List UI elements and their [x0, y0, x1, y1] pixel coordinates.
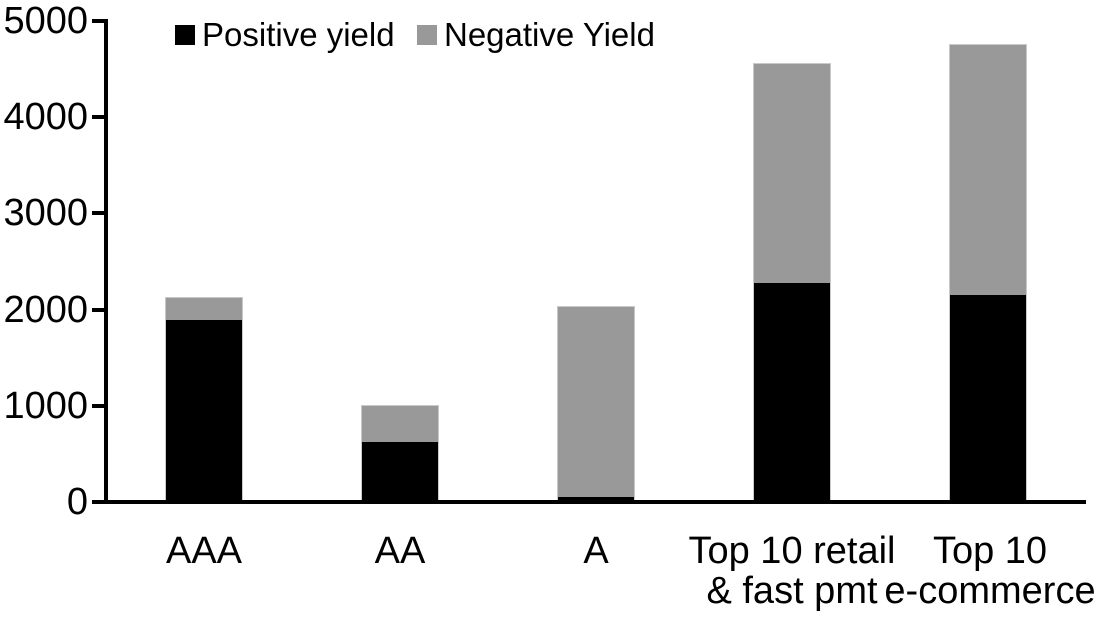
y-axis-tick	[92, 115, 104, 120]
bar-top-10-retail-fast-pmt	[753, 63, 831, 502]
x-axis-label-top-10-retail-fast-pmt: Top 10 retail & fast pmt	[688, 530, 896, 612]
legend-swatch-negative-yield	[417, 25, 437, 45]
x-axis-label-aaa: AAA	[165, 530, 243, 572]
y-axis-tick-label: 3000	[3, 192, 88, 235]
bar-segment-positive-yield	[362, 441, 438, 502]
y-axis-tick	[92, 211, 104, 216]
bar-segment-negative-yield	[558, 306, 634, 498]
legend-label-negative-yield: Negative Yield	[444, 16, 655, 53]
x-axis-label-top-10-e-commerce: Top 10 e-commerce	[884, 530, 1096, 612]
y-axis-tick-label: 4000	[3, 96, 88, 139]
bar-top-10-e-commerce	[949, 44, 1027, 502]
y-axis-line	[104, 19, 108, 504]
bar-segment-negative-yield	[166, 298, 242, 321]
bar-segment-negative-yield	[754, 64, 830, 283]
legend-swatch-positive-yield	[175, 25, 195, 45]
bar-segment-positive-yield	[950, 295, 1026, 502]
bar-a	[557, 305, 635, 502]
bar-segment-negative-yield	[362, 405, 438, 442]
y-axis-tick	[92, 19, 104, 23]
bar-segment-negative-yield	[950, 45, 1026, 296]
bar-aaa	[165, 297, 243, 502]
bar-segment-positive-yield	[754, 282, 830, 502]
y-axis-tick-label: 0	[66, 481, 88, 523]
y-axis-tick-label: 2000	[3, 288, 88, 331]
y-axis-tick-label: 5000	[3, 0, 88, 42]
bar-segment-positive-yield	[166, 320, 242, 502]
legend-label-positive-yield: Positive yield	[202, 16, 395, 53]
y-axis-tick-label: 1000	[3, 384, 88, 427]
y-axis-tick	[92, 307, 104, 312]
y-axis-tick	[92, 403, 104, 408]
bar-aa	[361, 404, 439, 502]
x-axis-line	[92, 500, 1086, 504]
bar-segment-positive-yield	[558, 497, 634, 502]
x-axis-label-aa: AA	[374, 530, 426, 572]
x-axis-label-a: A	[583, 530, 609, 572]
